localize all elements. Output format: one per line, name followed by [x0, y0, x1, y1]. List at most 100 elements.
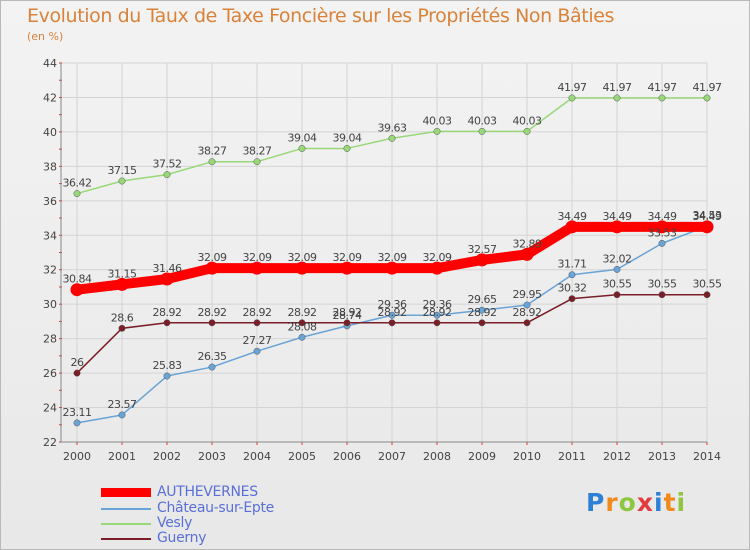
data-label-chateau-sur-epte-2003: 26.35	[198, 350, 227, 363]
x-tick-label-2012: 2012	[603, 450, 631, 463]
point-chateau-sur-epte-2010	[523, 301, 531, 309]
point-guerny-2006	[343, 319, 351, 327]
data-label-guerny-2010: 28.92	[513, 306, 542, 319]
point-authevernes-2013	[655, 220, 669, 234]
x-tick-label-2008: 2008	[423, 450, 451, 463]
point-vesly-2007	[388, 134, 396, 142]
data-label-authevernes-2008: 32.09	[423, 251, 452, 264]
data-label-authevernes-2003: 32.09	[198, 251, 227, 264]
x-tick-label-2001: 2001	[108, 450, 136, 463]
y-tick-label-30: 30	[43, 298, 57, 311]
point-authevernes-2003	[205, 261, 219, 275]
point-guerny-2007	[388, 319, 396, 327]
data-label-vesly-2003: 38.27	[198, 145, 227, 158]
data-label-guerny-2013: 30.55	[648, 278, 677, 291]
data-label-authevernes-2009: 32.57	[468, 243, 497, 256]
data-label-guerny-2002: 28.92	[153, 306, 182, 319]
logo-letter: i	[654, 488, 664, 517]
x-tick-label-2006: 2006	[333, 450, 361, 463]
point-vesly-2008	[433, 127, 441, 135]
data-label-guerny-2007: 28.92	[378, 306, 407, 319]
x-tick-label-2007: 2007	[378, 450, 406, 463]
point-vesly-2010	[523, 127, 531, 135]
data-label-authevernes-2001: 31.15	[108, 267, 137, 280]
point-authevernes-2011	[565, 220, 579, 234]
point-chateau-sur-epte-2008	[433, 311, 441, 319]
data-label-guerny-2008: 28.92	[423, 306, 452, 319]
point-chateau-sur-epte-2000	[73, 419, 81, 427]
legend-swatch-authevernes	[101, 488, 151, 497]
data-labels: 23.11 23.57 25.83 26.35 27.27 28.08 28.74 29.36…	[63, 81, 723, 419]
data-label-vesly-2009: 40.03	[468, 114, 497, 127]
point-chateau-sur-epte-2013	[658, 239, 666, 247]
point-guerny-2010	[523, 319, 531, 327]
data-label-chateau-sur-epte-2013: 33.53	[648, 226, 677, 239]
data-label-chateau-sur-epte-2002: 25.83	[153, 359, 182, 372]
point-chateau-sur-epte-2011	[568, 271, 576, 279]
data-label-guerny-2006: 28.92	[333, 306, 362, 319]
point-authevernes-2008	[430, 261, 444, 275]
data-label-chateau-sur-epte-2001: 23.57	[108, 398, 137, 411]
y-tick-label-32: 32	[43, 264, 57, 277]
data-label-chateau-sur-epte-2005: 28.08	[288, 320, 317, 333]
series-authevernes	[70, 220, 714, 297]
data-label-chateau-sur-epte-2000: 23.11	[63, 406, 92, 419]
point-vesly-2013	[658, 94, 666, 102]
data-label-vesly-2011: 41.97	[558, 81, 587, 94]
point-chateau-sur-epte-2012	[613, 265, 621, 273]
point-chateau-sur-epte-2005	[298, 333, 306, 341]
data-label-vesly-2005: 39.04	[288, 131, 317, 144]
data-label-chateau-sur-epte-2009: 29.65	[468, 293, 497, 306]
point-authevernes-2005	[295, 261, 309, 275]
point-vesly-2009	[478, 127, 486, 135]
point-vesly-2001	[118, 177, 126, 185]
point-guerny-2008	[433, 319, 441, 327]
point-authevernes-2004	[250, 261, 264, 275]
point-authevernes-2001	[115, 277, 129, 291]
data-label-vesly-2012: 41.97	[603, 81, 632, 94]
series-guerny	[73, 291, 711, 377]
data-label-guerny-2011: 30.32	[558, 282, 587, 295]
y-tick-label-40: 40	[43, 126, 57, 139]
point-vesly-2002	[163, 171, 171, 179]
point-chateau-sur-epte-2001	[118, 411, 126, 419]
data-label-authevernes-2012: 34.49	[603, 210, 632, 223]
data-label-vesly-2010: 40.03	[513, 114, 542, 127]
data-label-vesly-2001: 37.15	[108, 164, 137, 177]
logo-letter: t	[663, 488, 677, 517]
data-label-guerny-2009: 28.92	[468, 306, 497, 319]
data-label-guerny-2012: 30.55	[603, 278, 632, 291]
legend-swatch-chateau-sur-epte	[101, 508, 151, 510]
y-tick-label-42: 42	[43, 91, 57, 104]
data-label-authevernes-2014: 34.49	[693, 210, 722, 223]
data-label-guerny-2005: 28.92	[288, 306, 317, 319]
logo-letter: x	[636, 488, 654, 517]
point-authevernes-2002	[160, 272, 174, 286]
point-chateau-sur-epte-2004	[253, 347, 261, 355]
legend-label-chateau-sur-epte: Château-sur-Epte	[157, 500, 274, 516]
data-label-vesly-2013: 41.97	[648, 81, 677, 94]
point-guerny-2009	[478, 319, 486, 327]
data-label-authevernes-2000: 30.84	[63, 273, 92, 286]
x-tick-label-2013: 2013	[648, 450, 676, 463]
point-guerny-2013	[658, 291, 666, 299]
point-guerny-2012	[613, 291, 621, 299]
point-chateau-sur-epte-2007	[388, 311, 396, 319]
y-tick-label-44: 44	[43, 57, 57, 70]
point-vesly-2000	[73, 190, 81, 198]
x-tick-label-2009: 2009	[468, 450, 496, 463]
point-guerny-2014	[703, 291, 711, 299]
point-guerny-2003	[208, 319, 216, 327]
point-chateau-sur-epte-2002	[163, 372, 171, 380]
y-tick-label-22: 22	[43, 436, 57, 449]
data-label-authevernes-2005: 32.09	[288, 251, 317, 264]
data-label-chateau-sur-epte-2010: 29.95	[513, 288, 542, 301]
y-tick-label-24: 24	[43, 402, 57, 415]
x-tick-label-2000: 2000	[63, 450, 91, 463]
data-label-vesly-2014: 41.97	[693, 81, 722, 94]
point-guerny-2005	[298, 319, 306, 327]
data-label-vesly-2002: 37.52	[153, 158, 182, 171]
x-tick-label-2005: 2005	[288, 450, 316, 463]
point-guerny-2001	[118, 324, 126, 332]
